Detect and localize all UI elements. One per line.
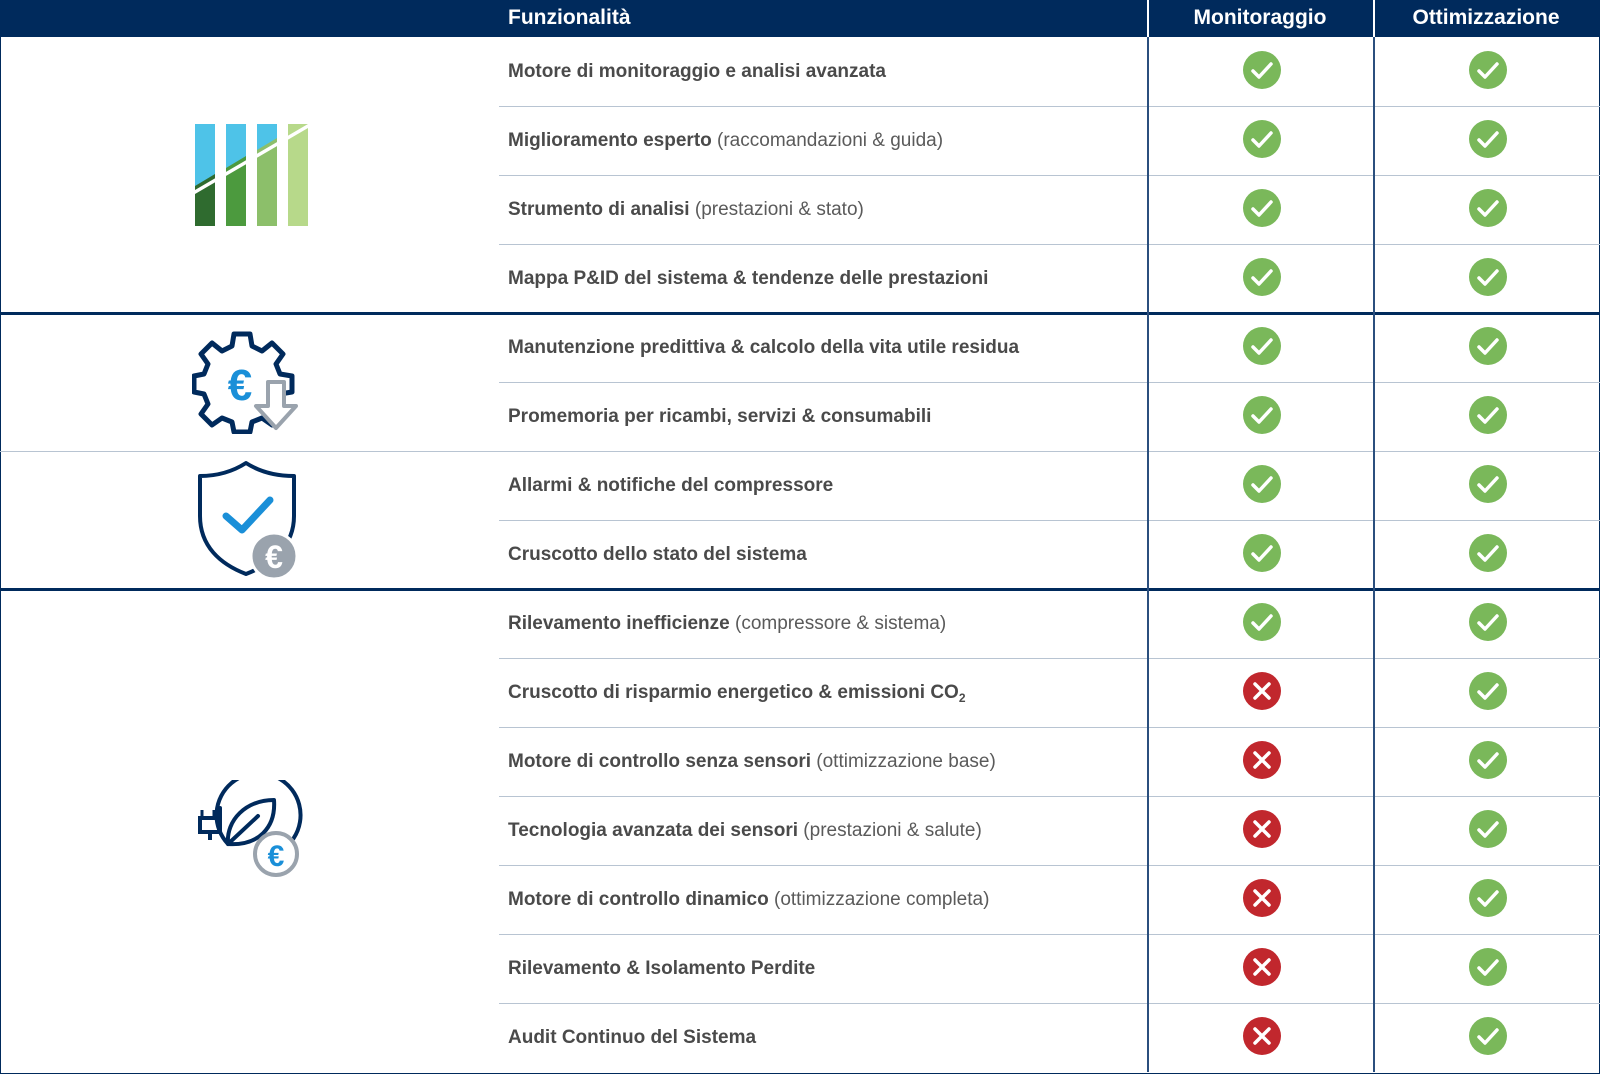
check-icon bbox=[1468, 119, 1508, 159]
cross-icon bbox=[1242, 1016, 1282, 1056]
feature-name: Motore di monitoraggio e analisi avanzat… bbox=[508, 61, 886, 82]
cross-icon bbox=[1242, 740, 1282, 780]
row-separator bbox=[499, 865, 1600, 866]
svg-text:€: € bbox=[265, 539, 283, 575]
feature-subscript: 2 bbox=[958, 691, 966, 705]
table-header: Funzionalità Monitoraggio Ottimizzazione bbox=[0, 0, 1600, 37]
bar-chart-icon bbox=[195, 124, 308, 226]
check-icon bbox=[1242, 50, 1282, 90]
row-separator bbox=[499, 520, 1600, 521]
feature-name: Strumento di analisi bbox=[508, 199, 690, 220]
cross-icon bbox=[1242, 809, 1282, 849]
svg-text:€: € bbox=[268, 840, 285, 873]
group-separator bbox=[0, 588, 1600, 591]
row-separator bbox=[499, 175, 1600, 176]
cross-icon bbox=[1242, 947, 1282, 987]
check-icon bbox=[1468, 1016, 1508, 1056]
gear-euro-down-icon: € bbox=[192, 331, 298, 434]
feature-label: Cruscotto di risparmio energetico & emis… bbox=[508, 658, 966, 727]
feature-name: Miglioramento esperto bbox=[508, 130, 712, 151]
header-ottimizzazione: Ottimizzazione bbox=[1412, 6, 1560, 29]
check-icon bbox=[1242, 257, 1282, 297]
feature-label: Motore di monitoraggio e analisi avanzat… bbox=[508, 37, 886, 106]
group-separator bbox=[0, 312, 1600, 315]
row-separator bbox=[499, 106, 1600, 107]
check-icon bbox=[1242, 188, 1282, 228]
leaf-plug-euro-icon: € bbox=[198, 780, 303, 877]
feature-name: Tecnologia avanzata dei sensori bbox=[508, 820, 799, 841]
feature-name: Motore di controllo dinamico bbox=[508, 889, 769, 910]
check-icon bbox=[1468, 188, 1508, 228]
check-icon bbox=[1242, 326, 1282, 366]
check-icon bbox=[1468, 326, 1508, 366]
header-divider-2 bbox=[1373, 0, 1375, 37]
cross-icon bbox=[1242, 671, 1282, 711]
row-separator bbox=[499, 727, 1600, 728]
row-separator bbox=[499, 934, 1600, 935]
check-icon bbox=[1468, 809, 1508, 849]
feature-label: Rilevamento & Isolamento Perdite bbox=[508, 934, 815, 1003]
check-icon bbox=[1468, 50, 1508, 90]
check-icon bbox=[1468, 947, 1508, 987]
row-separator bbox=[499, 1003, 1600, 1004]
feature-name: Rilevamento inefficienze bbox=[508, 613, 730, 634]
feature-detail: (prestazioni & salute) bbox=[798, 820, 982, 841]
feature-name: Manutenzione predittiva & calcolo della … bbox=[508, 337, 1020, 358]
header-monitoraggio: Monitoraggio bbox=[1193, 6, 1327, 29]
feature-label: Rilevamento inefficienze (compressore & … bbox=[508, 589, 946, 658]
check-icon bbox=[1242, 119, 1282, 159]
row-separator bbox=[499, 658, 1600, 659]
check-icon bbox=[1468, 395, 1508, 435]
feature-detail: (ottimizzazione base) bbox=[811, 751, 996, 772]
svg-text:€: € bbox=[228, 361, 252, 410]
row-separator bbox=[499, 796, 1600, 797]
feature-name: Audit Continuo del Sistema bbox=[508, 1027, 757, 1048]
feature-label: Cruscotto dello stato del sistema bbox=[508, 520, 807, 589]
check-icon bbox=[1468, 878, 1508, 918]
feature-label: Motore di controllo dinamico (ottimizzaz… bbox=[508, 865, 989, 934]
check-icon bbox=[1468, 257, 1508, 297]
header-divider-1 bbox=[1147, 0, 1149, 37]
feature-label: Strumento di analisi (prestazioni & stat… bbox=[508, 175, 864, 244]
check-icon bbox=[1242, 602, 1282, 642]
feature-name: Rilevamento & Isolamento Perdite bbox=[508, 958, 816, 979]
check-icon bbox=[1242, 395, 1282, 435]
feature-name: Allarmi & notifiche del compressore bbox=[508, 475, 834, 496]
shield-check-euro-icon: € bbox=[198, 461, 299, 580]
feature-label: Allarmi & notifiche del compressore bbox=[508, 451, 833, 520]
cross-icon bbox=[1242, 878, 1282, 918]
check-icon bbox=[1468, 464, 1508, 504]
feature-detail: (compressore & sistema) bbox=[729, 613, 947, 634]
check-icon bbox=[1468, 671, 1508, 711]
row-separator bbox=[499, 244, 1600, 245]
feature-name: Cruscotto di risparmio energetico & emis… bbox=[508, 682, 959, 703]
feature-label: Audit Continuo del Sistema bbox=[508, 1003, 756, 1072]
feature-detail: (prestazioni & stato) bbox=[689, 199, 864, 220]
feature-name: Motore di controllo senza sensori bbox=[508, 751, 811, 772]
header-feature: Funzionalità bbox=[508, 6, 631, 29]
feature-name: Cruscotto dello stato del sistema bbox=[508, 544, 807, 565]
check-icon bbox=[1242, 533, 1282, 573]
column-divider bbox=[1147, 37, 1149, 1072]
check-icon bbox=[1468, 740, 1508, 780]
check-icon bbox=[1468, 533, 1508, 573]
check-icon bbox=[1468, 602, 1508, 642]
check-icon bbox=[1242, 464, 1282, 504]
feature-detail: (ottimizzazione completa) bbox=[768, 889, 990, 910]
feature-label: Manutenzione predittiva & calcolo della … bbox=[508, 313, 1019, 382]
column-divider bbox=[1373, 37, 1375, 1072]
feature-label: Tecnologia avanzata dei sensori (prestaz… bbox=[508, 796, 982, 865]
feature-name: Mappa P&ID del sistema & tendenze delle … bbox=[508, 268, 989, 289]
feature-label: Mappa P&ID del sistema & tendenze delle … bbox=[508, 244, 988, 313]
feature-label: Promemoria per ricambi, servizi & consum… bbox=[508, 382, 931, 451]
feature-label: Miglioramento esperto (raccomandazioni &… bbox=[508, 106, 943, 175]
row-separator bbox=[0, 451, 1600, 452]
row-separator bbox=[499, 382, 1600, 383]
feature-detail: (raccomandazioni & guida) bbox=[711, 130, 944, 151]
feature-name: Promemoria per ricambi, servizi & consum… bbox=[508, 406, 932, 427]
feature-label: Motore di controllo senza sensori (ottim… bbox=[508, 727, 996, 796]
